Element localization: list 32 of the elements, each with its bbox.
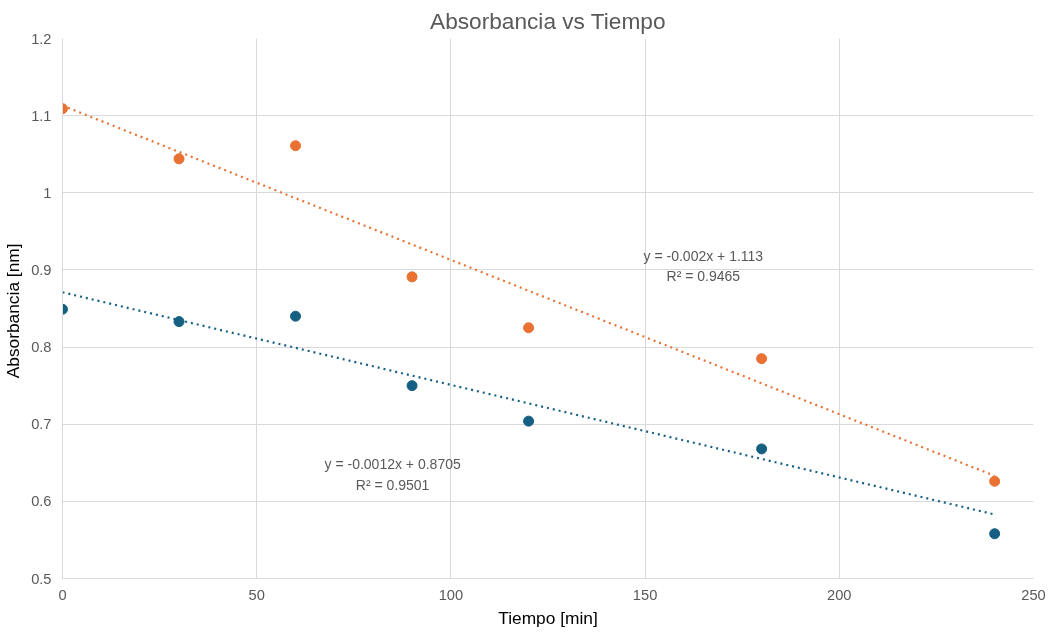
y-tick-label: 0.8 <box>31 339 52 356</box>
x-tick-label: 250 <box>1021 586 1046 603</box>
y-tick-label: 1.2 <box>31 30 52 47</box>
point <box>756 353 768 365</box>
point <box>523 415 535 427</box>
point <box>989 475 1001 487</box>
point <box>290 310 302 322</box>
point <box>290 140 302 152</box>
y-axis-title: Absorbancia [nm] <box>3 243 24 379</box>
point <box>989 528 1001 540</box>
point <box>406 380 418 392</box>
point <box>523 322 535 334</box>
y-tick-label: 1.1 <box>31 107 52 124</box>
x-tick-label: 150 <box>632 586 658 603</box>
x-tick-label: 0 <box>58 586 67 603</box>
line-series <box>62 291 996 516</box>
point <box>173 316 185 328</box>
x-tick-label: 100 <box>438 586 464 603</box>
annotation: y = -0.002x + 1.113 R² = 0.9465 <box>643 247 764 285</box>
y-tick-label: 0.5 <box>31 570 52 587</box>
x-axis-title: Tiempo [min] <box>498 607 598 628</box>
point <box>406 271 418 283</box>
y-tick-label: 0.9 <box>31 261 52 278</box>
point <box>173 153 185 165</box>
y-tick-label: 1 <box>43 184 52 201</box>
point <box>756 443 768 455</box>
x-tick-label: 200 <box>827 586 852 603</box>
chart-title: Absorbancia vs Tiempo <box>430 7 666 34</box>
y-tick-label: 0.7 <box>31 416 52 433</box>
x-tick-label: 50 <box>248 586 265 603</box>
annotation: y = -0.0012x + 0.8705 R² = 0.9501 <box>324 455 461 493</box>
y-tick-label: 0.6 <box>31 493 52 510</box>
